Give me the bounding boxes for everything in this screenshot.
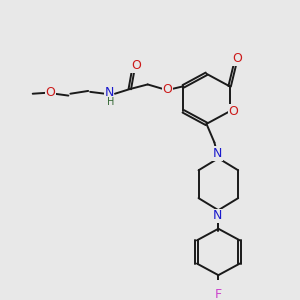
Text: N: N <box>213 147 222 160</box>
Text: N: N <box>213 209 222 222</box>
Text: O: O <box>229 105 238 118</box>
Text: O: O <box>131 59 141 72</box>
Text: O: O <box>46 86 56 99</box>
Text: O: O <box>163 82 172 96</box>
Text: O: O <box>232 52 242 65</box>
Text: F: F <box>215 288 222 300</box>
Text: N: N <box>104 86 114 99</box>
Text: H: H <box>107 97 115 107</box>
